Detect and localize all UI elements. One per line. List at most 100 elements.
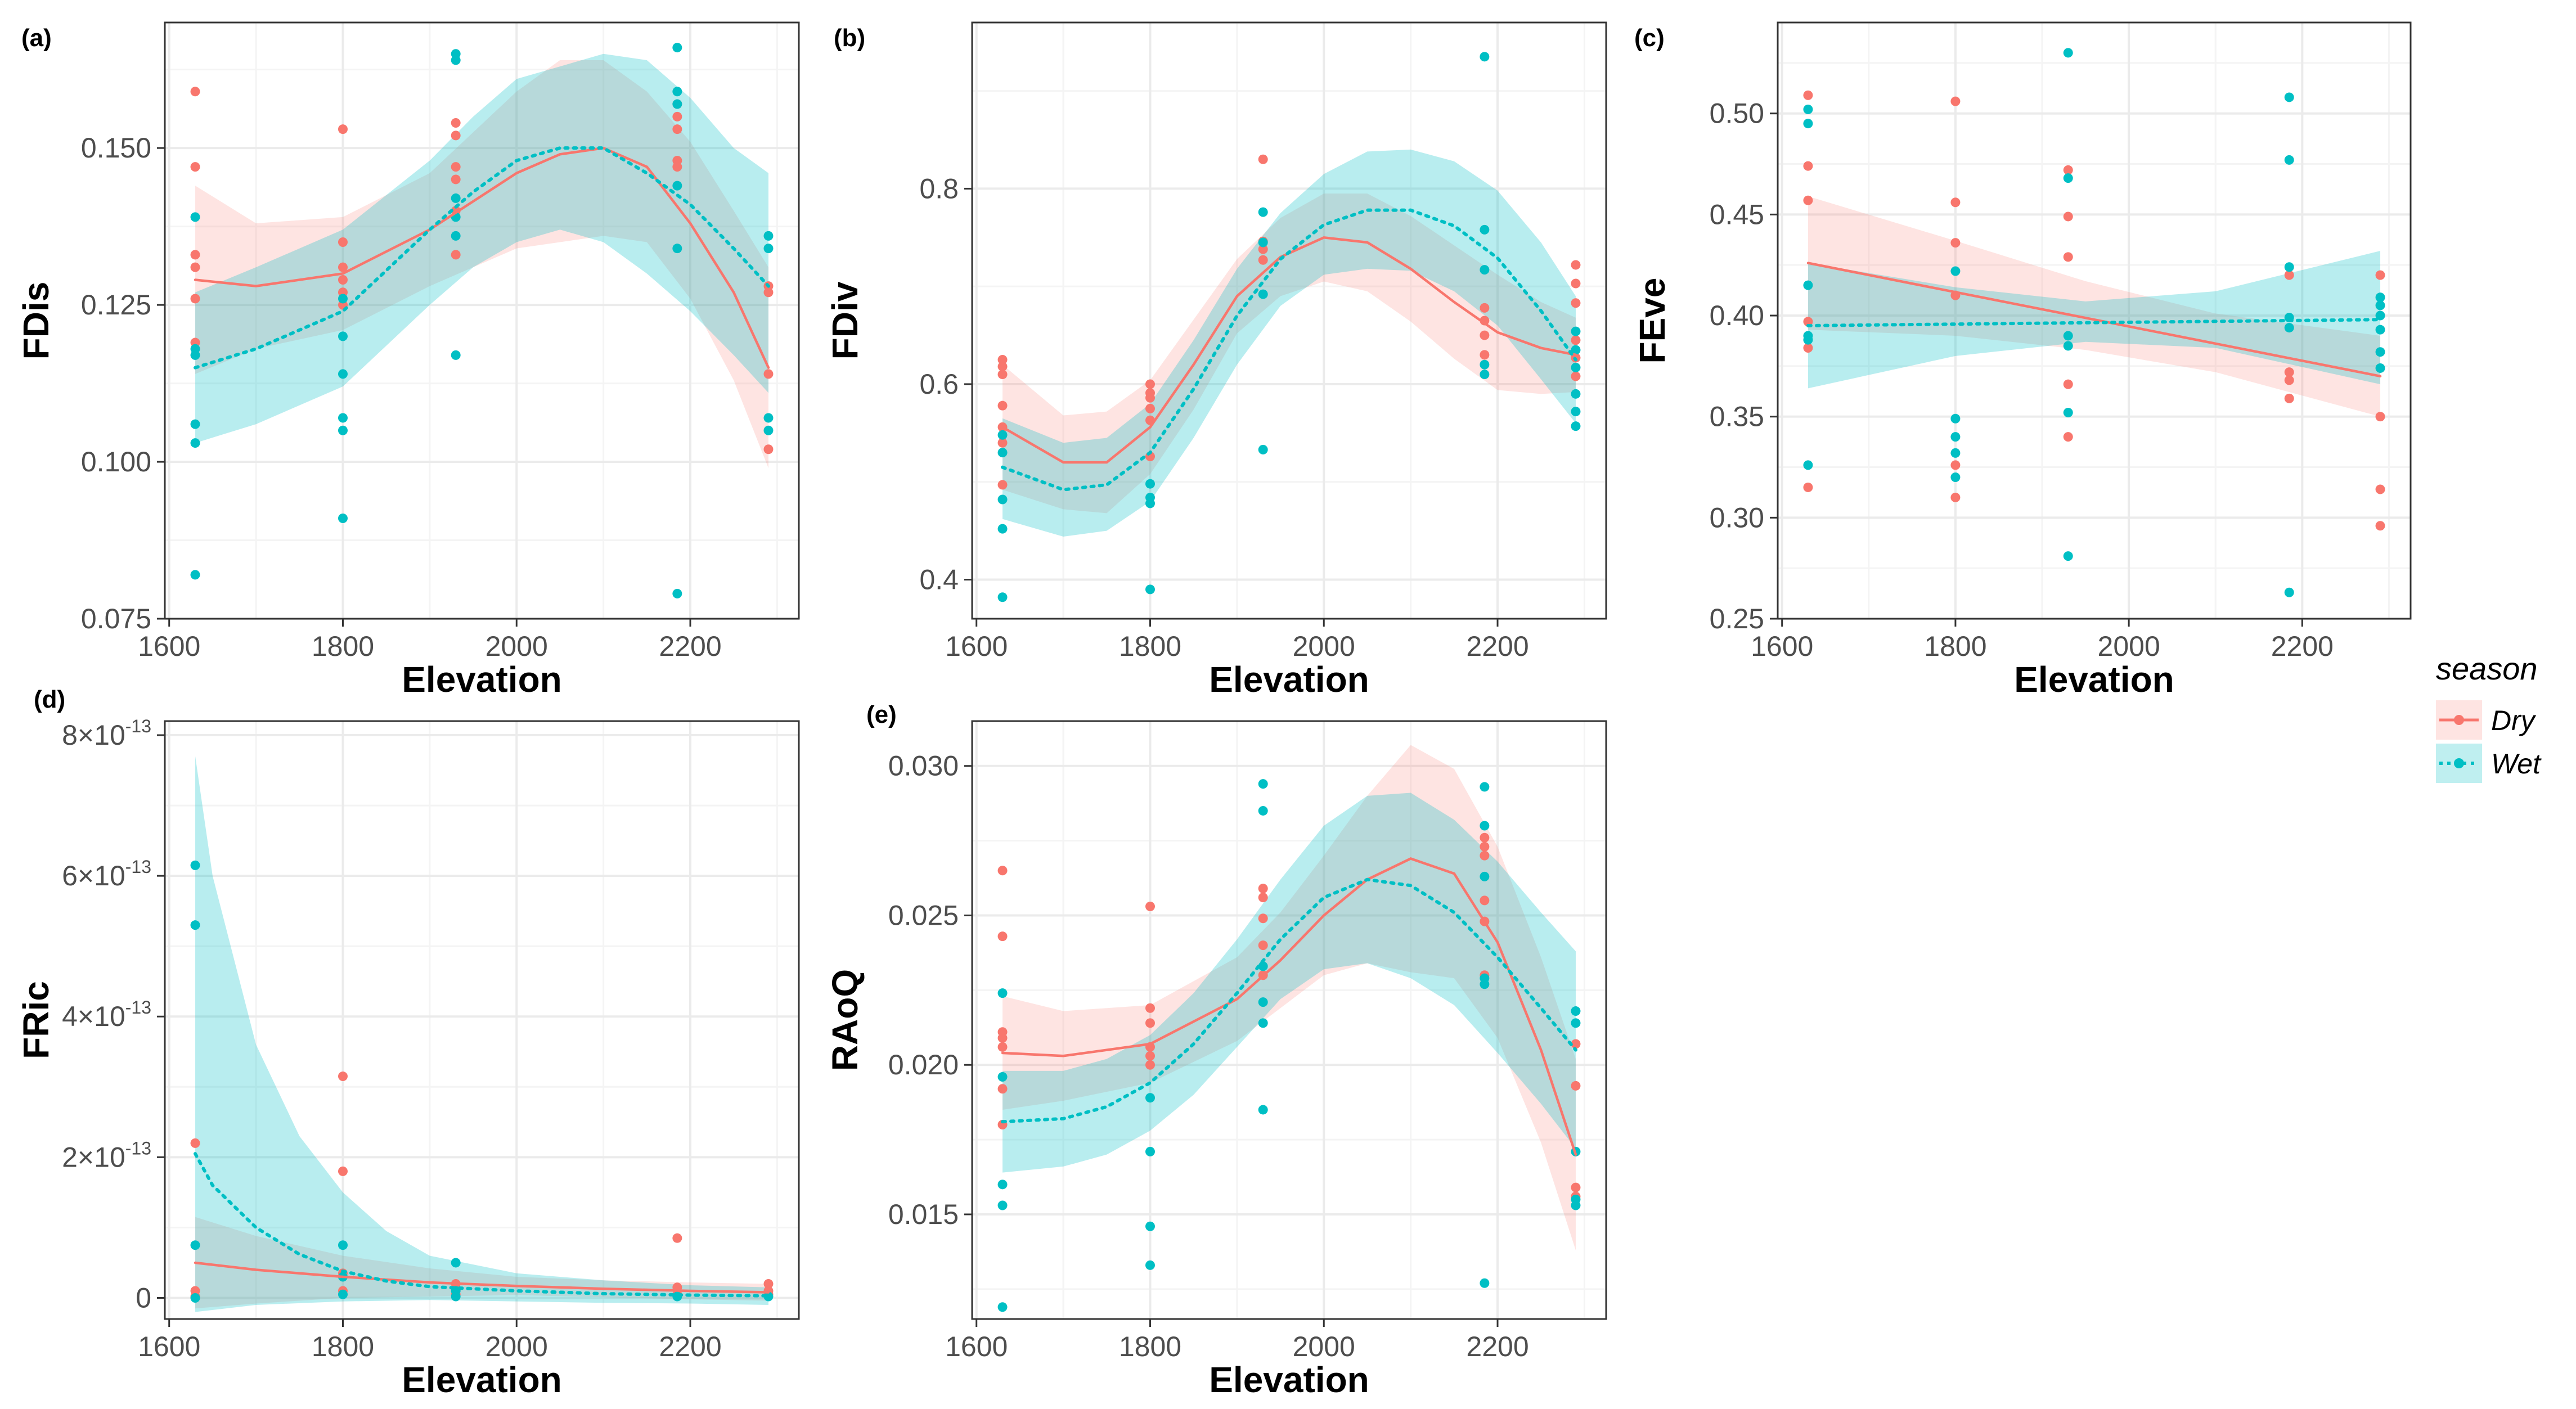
point-dry — [2284, 367, 2294, 377]
point-wet — [1258, 1018, 1268, 1028]
point-wet — [451, 350, 461, 360]
y-tick-label: 0.150 — [81, 132, 151, 164]
point-wet — [1950, 266, 1961, 276]
point-dry — [1480, 850, 1490, 861]
point-wet — [1950, 432, 1961, 442]
point-dry — [338, 124, 348, 134]
point-wet — [1145, 584, 1155, 595]
point-dry — [1258, 255, 1268, 265]
point-wet — [190, 920, 200, 930]
panel-label: (d) — [34, 686, 65, 713]
point-dry — [1258, 154, 1268, 164]
point-wet — [672, 244, 682, 254]
point-wet — [2284, 323, 2294, 333]
panel-label: (e) — [866, 701, 897, 728]
point-wet — [763, 413, 774, 423]
point-dry — [190, 87, 200, 97]
point-dry — [763, 1279, 774, 1289]
point-dry — [1480, 895, 1490, 906]
plot-area — [190, 43, 774, 598]
point-wet — [997, 988, 1008, 998]
point-wet — [672, 87, 682, 97]
y-tick-label: 0.075 — [81, 603, 151, 634]
x-tick-label: 2200 — [1466, 631, 1528, 662]
point-wet — [2063, 331, 2073, 341]
panel-label: (c) — [1634, 24, 1665, 52]
y-tick-label: 0.6 — [919, 368, 959, 400]
point-wet — [1480, 821, 1490, 831]
point-wet — [451, 55, 461, 65]
panel-3: 1600 1800 2000 2200 0.25 0.30 0.35 0.40 0.45 0.50… — [1632, 21, 2412, 700]
point-dry — [1145, 1018, 1155, 1028]
point-dry — [451, 250, 461, 260]
point-dry — [997, 438, 1008, 448]
y-axis-title: FEve — [1632, 278, 1673, 364]
y-tick-exponent: -13 — [125, 716, 151, 736]
point-wet — [1258, 207, 1268, 217]
point-wet — [338, 1289, 348, 1299]
point-dry — [672, 162, 682, 172]
point-wet — [763, 244, 774, 254]
point-wet — [1480, 979, 1490, 989]
y-tick-label: 0.020 — [888, 1049, 959, 1081]
point-wet — [1803, 335, 1813, 345]
point-wet — [997, 1302, 1008, 1312]
y-tick-label: 0.025 — [888, 899, 959, 931]
point-dry — [190, 250, 200, 260]
point-dry — [2284, 393, 2294, 403]
point-wet — [2375, 310, 2385, 321]
point-dry — [190, 1138, 200, 1148]
x-tick-label: 2200 — [2271, 631, 2334, 662]
point-wet — [190, 1293, 200, 1303]
point-wet — [1145, 498, 1155, 508]
x-axis-title: Elevation — [402, 1360, 562, 1400]
point-dry — [672, 1233, 682, 1243]
point-wet — [1571, 1200, 1581, 1210]
point-dry — [2284, 375, 2294, 385]
point-wet — [1950, 472, 1961, 482]
point-wet — [2063, 173, 2073, 183]
point-dry — [2063, 432, 2073, 442]
point-wet — [190, 860, 200, 870]
point-wet — [1950, 413, 1961, 424]
point-wet — [1571, 421, 1581, 431]
y-tick-exponent: -13 — [125, 1138, 151, 1158]
point-dry — [2375, 412, 2385, 422]
point-wet — [1803, 105, 1813, 115]
point-wet — [1571, 326, 1581, 336]
x-tick-label: 1600 — [945, 631, 1008, 662]
point-wet — [2375, 363, 2385, 373]
legend-item-wet: Wet — [2436, 744, 2542, 783]
point-dry — [1145, 379, 1155, 389]
point-wet — [338, 1240, 348, 1250]
point-wet — [997, 494, 1008, 505]
y-tick-label: 0.015 — [888, 1199, 959, 1230]
point-dry — [1480, 303, 1490, 313]
point-dry — [190, 262, 200, 272]
point-dry — [1145, 1003, 1155, 1013]
point-dry — [1571, 1081, 1581, 1091]
point-wet — [2375, 347, 2385, 357]
point-wet — [672, 181, 682, 191]
point-wet — [2284, 92, 2294, 102]
point-dry — [672, 124, 682, 134]
point-wet — [997, 448, 1008, 458]
x-tick-label: 2000 — [485, 631, 548, 662]
point-dry — [1145, 902, 1155, 912]
panel-4: 1600 1800 2000 220002×10-134×10-136×10-138×… — [16, 686, 800, 1400]
panel-1: 1600 1800 2000 2200 0.075 0.100 0.125 0.150 Elev… — [16, 21, 800, 700]
point-dry — [1480, 841, 1490, 852]
point-wet — [672, 588, 682, 598]
legend-item-dry: Dry — [2436, 700, 2537, 740]
point-dry — [1258, 940, 1268, 951]
point-dry — [1803, 343, 1813, 353]
point-dry — [1258, 913, 1268, 924]
panel-border — [164, 21, 800, 620]
point-dry — [1145, 1060, 1155, 1070]
legend-key-dry-point — [2454, 715, 2464, 725]
x-tick-label: 2000 — [485, 1331, 548, 1362]
point-wet — [1145, 1146, 1155, 1156]
x-axis-title: Elevation — [402, 659, 562, 700]
x-tick-label: 1800 — [1119, 1331, 1181, 1362]
point-dry — [997, 931, 1008, 942]
